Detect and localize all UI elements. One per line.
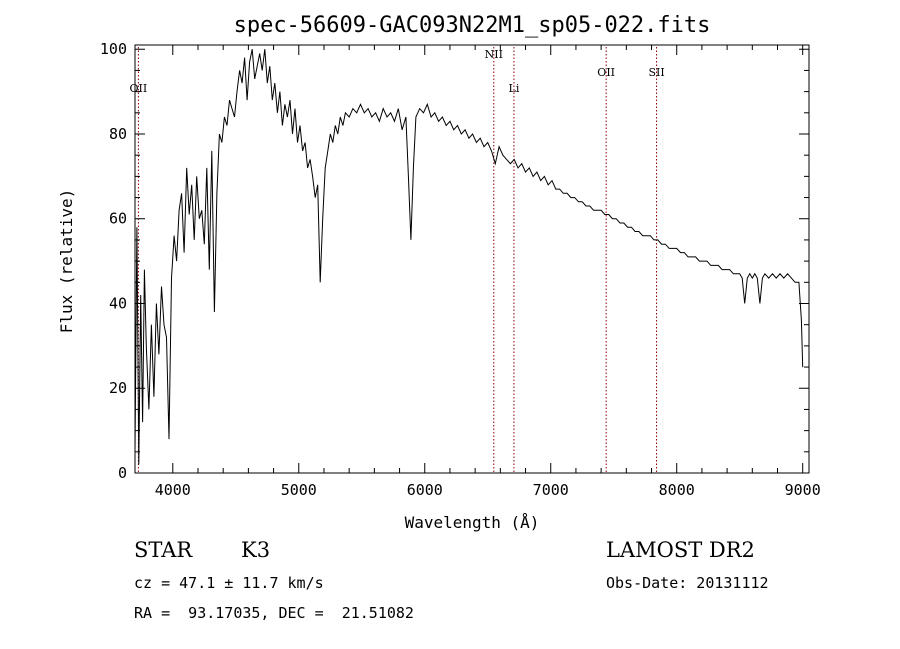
spectral-line-label: SII xyxy=(648,66,664,79)
x-tick-label: 5000 xyxy=(281,481,317,499)
x-tick-label: 7000 xyxy=(533,481,569,499)
y-tick-label: 20 xyxy=(109,379,127,397)
x-tick-label: 4000 xyxy=(155,481,191,499)
survey-name: LAMOST DR2 xyxy=(606,538,755,562)
redshift-cz: cz = 47.1 ± 11.7 km/s xyxy=(134,574,324,592)
plot-frame xyxy=(134,44,810,474)
y-tick-label: 80 xyxy=(109,125,127,143)
spectral-line-label: NII xyxy=(485,48,503,61)
spectral-line-label: OII xyxy=(130,82,148,95)
spectrum-line xyxy=(134,49,804,465)
x-tick-label: 9000 xyxy=(785,481,821,499)
y-tick-label: 60 xyxy=(109,210,127,228)
axis-ticks: 4000 5000 6000 7000 8000 9000 0 20 40 60 80 100 xyxy=(100,40,821,499)
spectral-line-label: OII xyxy=(597,66,615,79)
observation-date: Obs-Date: 20131112 xyxy=(606,574,769,592)
x-axis-label: Wavelength (Å) xyxy=(405,513,540,532)
coordinates: RA = 93.17035, DEC = 21.51082 xyxy=(134,604,414,622)
object-class: STAR xyxy=(134,538,193,562)
chart-title: spec-56609-GAC093N22M1_sp05-022.fits xyxy=(234,13,711,38)
y-tick-label: 0 xyxy=(118,464,127,482)
y-tick-label: 100 xyxy=(100,40,127,58)
x-tick-label: 6000 xyxy=(407,481,443,499)
x-tick-label: 8000 xyxy=(659,481,695,499)
spectral-line-label: Li xyxy=(509,82,520,95)
object-subclass: K3 xyxy=(241,538,271,562)
spectral-line-markers: OII NII Li OII SII xyxy=(130,47,665,473)
y-axis-label: Flux (relative) xyxy=(57,189,76,334)
y-tick-label: 40 xyxy=(109,294,127,312)
